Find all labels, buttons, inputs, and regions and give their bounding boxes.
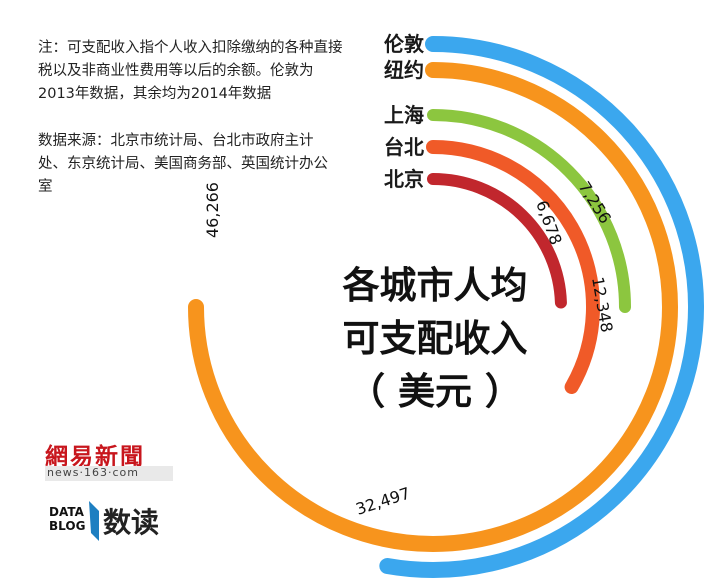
chart-title-line1: 各城市人均 [342,264,528,307]
datablog-badge-icon [47,499,99,541]
netease-news-wordmark: 網易新聞 [45,443,145,470]
radial-bar-3 [426,140,600,394]
category-label-3: 台北 [384,135,424,159]
datablog-word-blog: BLOG [49,519,86,533]
category-label-0: 伦敦 [384,32,425,56]
category-label-1: 纽约 [384,58,424,82]
radial-bar-0 [379,36,704,578]
value-label-1: 46,266 [203,182,222,238]
datablog-word-data: DATA [49,505,84,519]
netease-url: news·163·com [47,466,139,479]
value-label-2: 7,256 [575,178,615,227]
radial-bar-2 [427,109,631,313]
category-label-4: 北京 [384,167,424,191]
category-label-2: 上海 [384,103,424,127]
radial-bar-1 [188,62,678,552]
chart-title-line2: 可支配收入 [342,317,528,360]
value-label-0: 32,497 [353,483,412,518]
radial-bar-4 [427,173,567,309]
datablog-logo: DATA BLOG 数读 [45,497,185,547]
datablog-read: 数读 [103,506,160,539]
footnote-definition: 注：可支配收入指个人收入扣除缴纳的各种直接税以及非商业性费用等以后的余额。伦敦为… [38,40,343,102]
chart-title-line3: （ 美元 ） [348,370,522,413]
netease-news-logo: 網易新聞 news·163·com [45,437,173,483]
footnote-source: 数据来源：北京市统计局、台北市政府主计处、东京统计局、美国商务部、英国统计办公室 [38,133,328,195]
